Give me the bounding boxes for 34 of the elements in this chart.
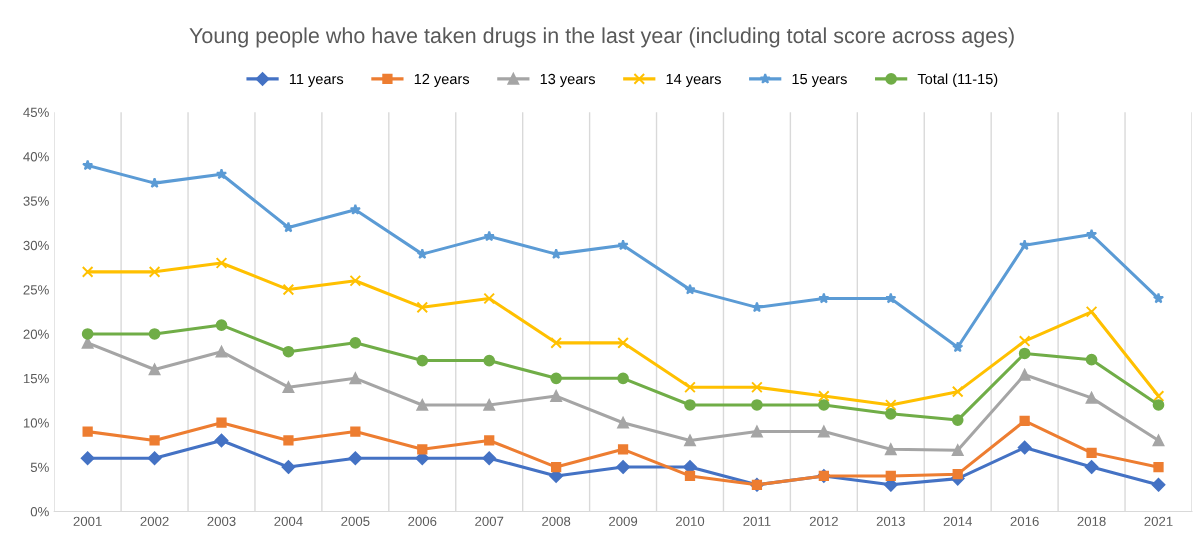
y-tick-label: 15% bbox=[23, 373, 49, 384]
x-tick-label: 2009 bbox=[609, 516, 638, 526]
y-tick-label: 10% bbox=[23, 418, 49, 428]
legend-label: 11 years bbox=[289, 73, 344, 88]
x-tick-label: 2008 bbox=[542, 516, 571, 526]
x-tick-label: 2001 bbox=[73, 516, 102, 526]
legend-label: 13 years bbox=[540, 73, 595, 88]
x-tick-label: 2004 bbox=[274, 516, 303, 526]
x-tick-label: 2005 bbox=[341, 516, 370, 526]
y-tick-label: 25% bbox=[23, 285, 49, 295]
x-tick-label: 2010 bbox=[675, 516, 705, 526]
x-tick-label: 2007 bbox=[475, 516, 504, 526]
x-tick-label: 2016 bbox=[1010, 516, 1039, 526]
legend-label: 15 years bbox=[792, 73, 847, 88]
y-tick-label: 30% bbox=[23, 240, 49, 251]
x-tick-label: 2011 bbox=[743, 516, 771, 526]
chart-title: Young people who have taken drugs in the last year (including total score across ages) bbox=[189, 27, 1014, 48]
x-tick-label: 2012 bbox=[809, 516, 838, 526]
y-tick-label: 0% bbox=[30, 507, 49, 517]
y-tick-label: 35% bbox=[23, 196, 49, 206]
y-tick-label: 40% bbox=[23, 152, 49, 162]
x-tick-label: 2014 bbox=[943, 516, 972, 526]
legend-label: 14 years bbox=[666, 73, 721, 88]
x-tick-label: 2006 bbox=[408, 516, 437, 526]
x-tick-label: 2021 bbox=[1144, 516, 1173, 526]
x-tick-label: 2002 bbox=[140, 516, 169, 526]
x-tick-label: 2018 bbox=[1077, 516, 1106, 526]
x-tick-label: 2003 bbox=[207, 516, 236, 526]
legend-label: Total (11-15) bbox=[917, 73, 998, 88]
legend-label: 12 years bbox=[414, 73, 470, 88]
y-tick-label: 20% bbox=[23, 329, 49, 339]
y-tick-label: 5% bbox=[30, 462, 49, 472]
y-tick-label: 45% bbox=[23, 107, 49, 118]
x-tick-label: 2013 bbox=[876, 516, 905, 526]
